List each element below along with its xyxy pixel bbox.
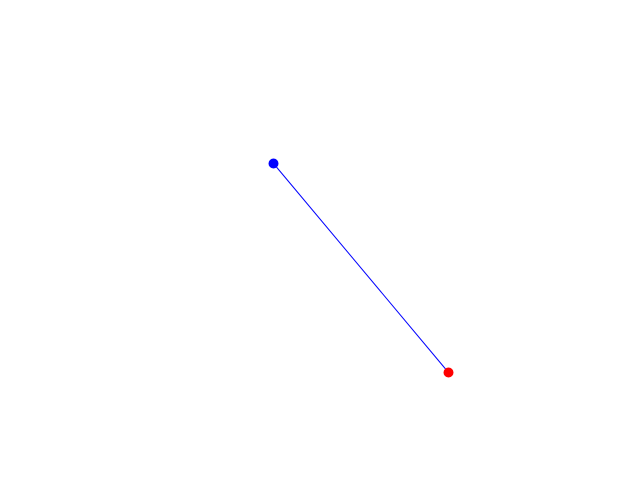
start-point-dot xyxy=(268,158,279,169)
end-point-dot xyxy=(443,367,454,378)
connector-line xyxy=(273,163,449,373)
